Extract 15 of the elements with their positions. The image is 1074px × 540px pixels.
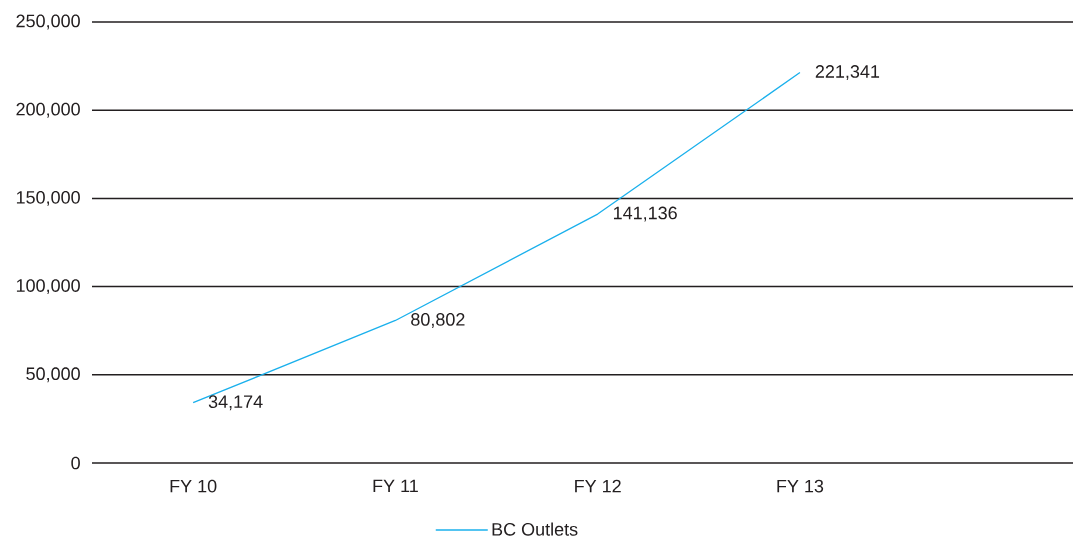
legend-label: BC Outlets — [492, 522, 578, 536]
data-label: 34,174 — [208, 395, 263, 411]
data-label: 80,802 — [411, 313, 465, 328]
y-tick-label: 200,000 — [16, 102, 80, 118]
data-label: 221,341 — [815, 65, 880, 80]
y-tick-label: 50,000 — [26, 367, 80, 383]
x-tick-label: FY 13 — [777, 479, 824, 493]
x-tick-label: FY 10 — [170, 479, 217, 493]
data-label: 141,136 — [613, 206, 677, 222]
y-tick-label: 100,000 — [16, 279, 80, 295]
y-tick-label: 0 — [71, 456, 80, 470]
y-tick-label: 250,000 — [16, 14, 80, 30]
x-tick-label: FY 12 — [575, 479, 621, 493]
x-tick-label: FY 11 — [373, 479, 418, 493]
y-tick-label: 150,000 — [16, 190, 80, 206]
